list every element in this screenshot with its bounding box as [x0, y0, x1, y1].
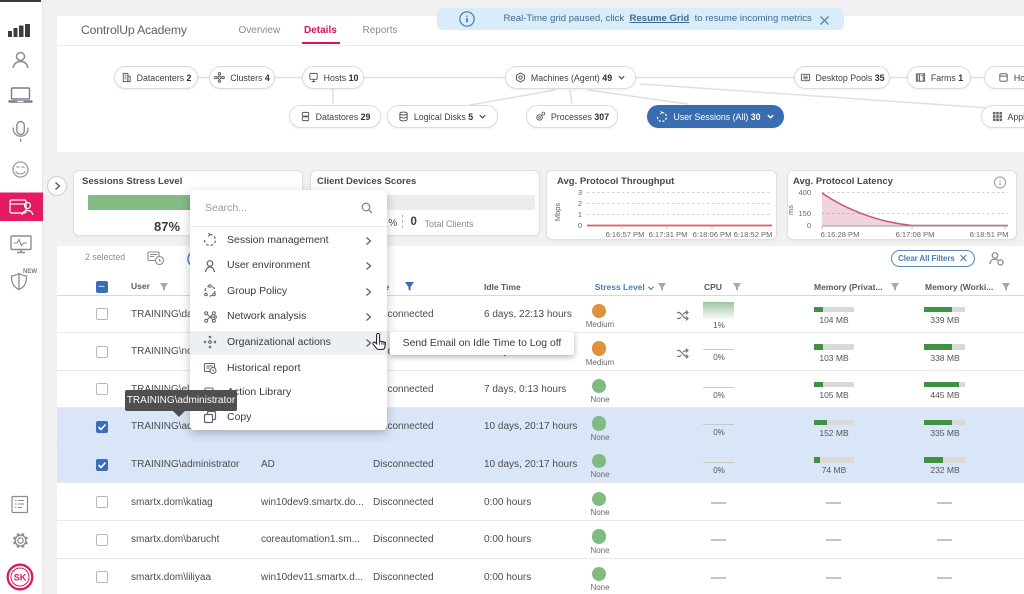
svg-text:2: 2 [578, 199, 582, 208]
svg-text:6:16:28 PM: 6:16:28 PM [821, 230, 860, 239]
svg-text:6:18:06 PM: 6:18:06 PM [693, 230, 732, 239]
svg-text:NEW: NEW [23, 269, 37, 275]
svg-text:6:16:57 PM: 6:16:57 PM [606, 230, 645, 239]
svg-text:400: 400 [798, 188, 811, 197]
svg-text:0: 0 [578, 221, 582, 230]
svg-text:Mbps: Mbps [553, 202, 562, 221]
svg-text:SK: SK [14, 573, 27, 583]
svg-text:1: 1 [578, 210, 582, 219]
svg-text:6:17:31 PM: 6:17:31 PM [649, 230, 688, 239]
svg-text:0: 0 [807, 221, 811, 230]
svg-text:6:18:51 PM: 6:18:51 PM [970, 230, 1009, 239]
svg-text:6:18:52 PM: 6:18:52 PM [734, 230, 773, 239]
svg-text:6:17:08 PM: 6:17:08 PM [896, 230, 935, 239]
svg-text:3: 3 [578, 188, 582, 197]
svg-text:ms: ms [787, 204, 795, 214]
svg-text:150: 150 [798, 209, 811, 218]
